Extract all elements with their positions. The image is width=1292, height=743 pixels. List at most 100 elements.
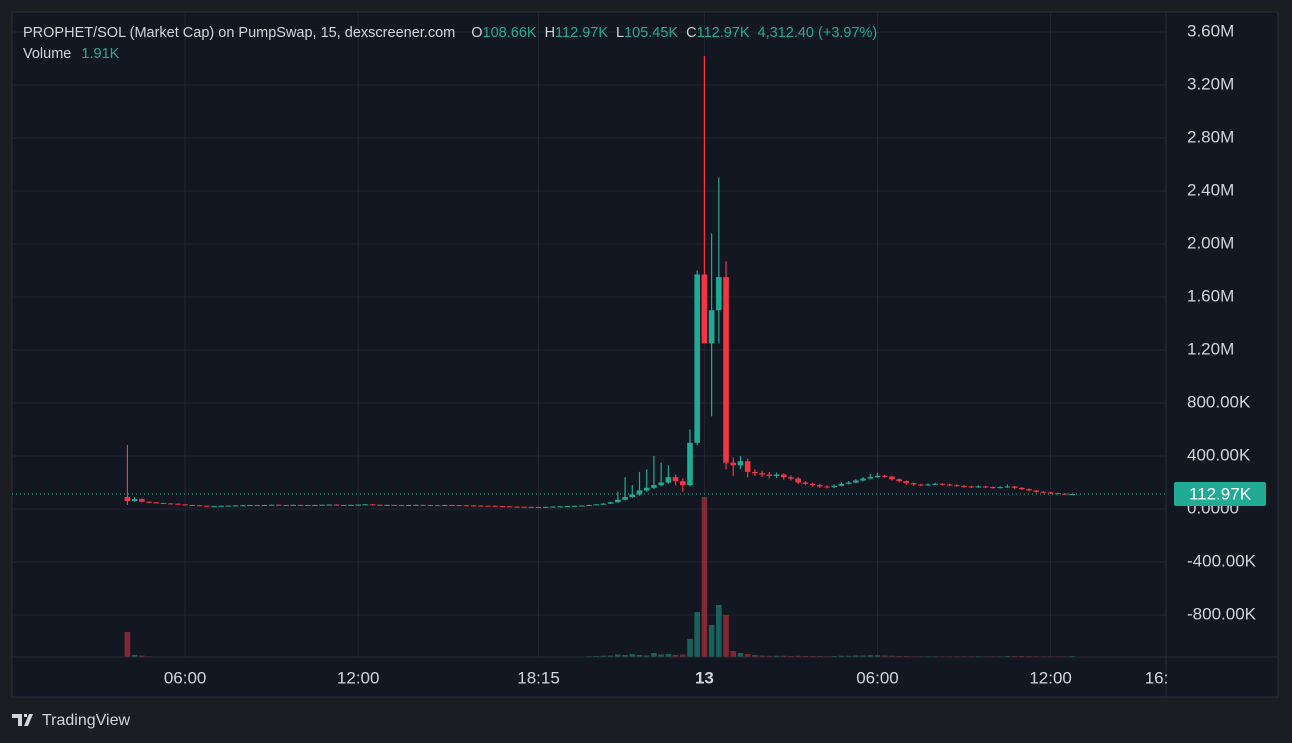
candle-body bbox=[276, 504, 282, 506]
volume-bar bbox=[889, 655, 895, 657]
candle-body bbox=[766, 474, 773, 476]
candle-body bbox=[326, 504, 333, 506]
candle-body bbox=[672, 477, 679, 482]
candle-body bbox=[687, 442, 693, 486]
candle-body bbox=[1047, 492, 1054, 494]
candle-body bbox=[1004, 486, 1011, 488]
candle-body bbox=[348, 504, 354, 506]
candle-body bbox=[405, 505, 412, 507]
volume-bar bbox=[708, 625, 715, 657]
candle-body bbox=[658, 482, 664, 486]
volume-bar bbox=[651, 653, 657, 657]
candle-body bbox=[809, 483, 816, 486]
candle-body bbox=[268, 504, 275, 506]
candle-body bbox=[975, 486, 982, 488]
candle-body bbox=[845, 482, 852, 484]
x-tick-label: 13 bbox=[695, 668, 714, 687]
last-price-label: 112.97K bbox=[1189, 485, 1252, 504]
ohlc-value: 108.66K bbox=[483, 25, 537, 41]
candle-body bbox=[384, 504, 390, 506]
x-tick-label: 12:00 bbox=[337, 668, 380, 687]
candle-body bbox=[124, 497, 131, 502]
candle-body bbox=[838, 483, 845, 486]
candle-body bbox=[377, 504, 383, 506]
x-tick-label: 06:00 bbox=[164, 668, 207, 687]
candle-body bbox=[889, 476, 895, 480]
candle-body bbox=[1062, 493, 1068, 495]
candle-body bbox=[470, 505, 477, 507]
candle-body bbox=[290, 504, 297, 506]
y-tick-label: 400.00K bbox=[1187, 445, 1251, 464]
ohlc-value: 105.45K bbox=[624, 25, 678, 41]
x-tick-label: 16:00 bbox=[1145, 668, 1188, 687]
volume-bar bbox=[874, 655, 881, 657]
candle-body bbox=[203, 505, 210, 507]
candle-body bbox=[297, 504, 304, 506]
chart-header: PROPHET/SOL (Market Cap) on PumpSwap, 15… bbox=[23, 25, 877, 41]
candle-body bbox=[535, 507, 542, 509]
candle-body bbox=[910, 483, 917, 485]
volume-value: 1.91K bbox=[81, 46, 119, 62]
volume-bar bbox=[766, 655, 773, 657]
candle-body bbox=[521, 506, 527, 508]
candle-body bbox=[391, 504, 398, 506]
brand-logo: TradingView bbox=[12, 712, 130, 729]
ohlc-value: 112.97K bbox=[697, 25, 750, 41]
candle-body bbox=[312, 505, 318, 507]
candle-body bbox=[1033, 490, 1039, 492]
candle-body bbox=[261, 505, 268, 507]
ohlc-value: 112.97K bbox=[555, 25, 608, 41]
candle-body bbox=[340, 505, 347, 507]
candle-body bbox=[254, 505, 261, 507]
candle-body bbox=[478, 505, 484, 507]
volume-bar bbox=[853, 655, 859, 657]
candle-body bbox=[643, 487, 650, 491]
ohlc-key: H bbox=[545, 25, 555, 41]
volume-bar bbox=[679, 654, 686, 657]
candle-body bbox=[514, 506, 520, 508]
candle-body bbox=[773, 474, 780, 476]
candle-body bbox=[398, 505, 405, 507]
y-tick-label: -800.00K bbox=[1187, 604, 1257, 623]
candle-body bbox=[831, 485, 838, 488]
y-tick-label: 1.20M bbox=[1187, 339, 1234, 358]
candle-body bbox=[780, 474, 787, 478]
candle-body bbox=[131, 499, 138, 502]
candle-body bbox=[485, 505, 491, 507]
candle-body bbox=[744, 461, 751, 472]
candle-body bbox=[1011, 486, 1018, 488]
last-price-box bbox=[1174, 482, 1266, 507]
volume-bar bbox=[139, 655, 145, 657]
candle-body bbox=[304, 505, 311, 507]
candle-body bbox=[723, 277, 729, 463]
candles bbox=[12, 55, 1166, 509]
volume-bar bbox=[643, 655, 650, 657]
candle-body bbox=[463, 505, 470, 507]
volume-bar bbox=[867, 655, 874, 657]
volume-bar bbox=[716, 605, 722, 657]
volume-bar bbox=[600, 655, 607, 657]
volume-bar bbox=[636, 655, 643, 657]
candle-body bbox=[802, 482, 809, 484]
candle-body bbox=[492, 505, 499, 507]
candle-body bbox=[946, 484, 953, 486]
candle-body bbox=[867, 477, 874, 479]
candle-body bbox=[607, 502, 614, 504]
candle-body bbox=[153, 502, 160, 504]
volume-bar bbox=[687, 639, 693, 657]
candle-body bbox=[369, 504, 376, 506]
candle-body bbox=[708, 310, 715, 344]
y-tick-label: 800.00K bbox=[1187, 392, 1251, 411]
candle-body bbox=[175, 503, 181, 505]
candle-body bbox=[730, 462, 737, 466]
candle-body bbox=[319, 504, 325, 506]
brand-name: TradingView bbox=[42, 712, 130, 729]
candle-body bbox=[874, 475, 881, 478]
change: 4,312.40 (+3.97%) bbox=[758, 25, 878, 41]
candle-body bbox=[564, 506, 571, 508]
candle-body bbox=[499, 506, 506, 508]
candle-body bbox=[665, 477, 672, 483]
candle-body bbox=[954, 485, 960, 487]
candle-body bbox=[413, 504, 419, 506]
